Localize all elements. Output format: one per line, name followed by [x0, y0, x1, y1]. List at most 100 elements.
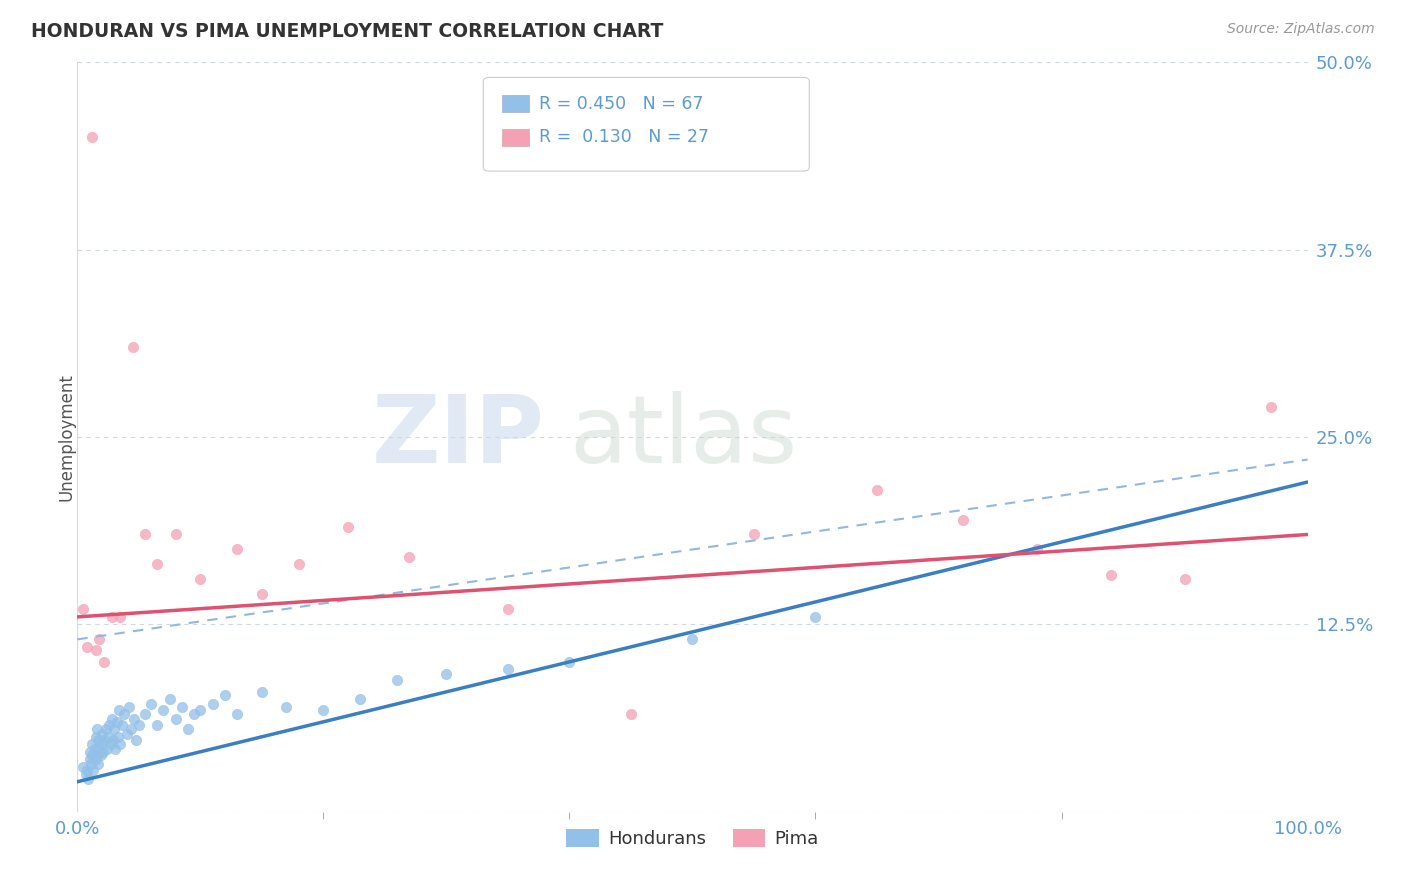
Point: [110, 737, 132, 751]
Point: [201, 697, 224, 711]
Point: [103, 723, 125, 737]
Text: R =  0.130   N = 27: R = 0.130 N = 27: [538, 128, 709, 146]
Point: [80, 756, 103, 771]
Point: [288, 558, 311, 572]
Text: ZIP: ZIP: [373, 391, 546, 483]
Point: [496, 602, 519, 616]
FancyBboxPatch shape: [502, 95, 529, 112]
Point: [177, 723, 200, 737]
Point: [349, 692, 371, 706]
Point: [87, 732, 110, 747]
Text: HONDURAN VS PIMA UNEMPLOYMENT CORRELATION CHART: HONDURAN VS PIMA UNEMPLOYMENT CORRELATIO…: [31, 22, 664, 41]
Point: [98, 718, 121, 732]
Point: [82, 747, 104, 762]
Point: [101, 732, 124, 747]
Point: [312, 703, 335, 717]
Point: [1174, 573, 1197, 587]
Point: [86, 723, 108, 737]
Point: [82, 763, 104, 777]
Point: [159, 692, 181, 706]
Point: [558, 655, 581, 669]
Point: [165, 527, 187, 541]
Point: [83, 741, 105, 756]
Point: [250, 587, 273, 601]
Point: [84, 752, 107, 766]
Point: [82, 130, 104, 145]
Point: [134, 707, 156, 722]
Point: [101, 610, 124, 624]
Point: [125, 732, 148, 747]
Point: [90, 737, 114, 751]
Point: [112, 707, 135, 722]
Point: [118, 699, 141, 714]
Point: [250, 685, 273, 699]
Point: [89, 741, 111, 756]
Point: [1026, 542, 1049, 557]
Point: [170, 699, 193, 714]
Point: [128, 718, 150, 732]
Point: [226, 542, 249, 557]
Point: [97, 730, 120, 744]
Point: [152, 703, 174, 717]
Legend: Hondurans, Pima: Hondurans, Pima: [560, 822, 825, 855]
Point: [146, 718, 169, 732]
Point: [146, 558, 169, 572]
Point: [100, 737, 122, 751]
Point: [620, 707, 643, 722]
Point: [134, 527, 156, 541]
Point: [226, 707, 249, 722]
Point: [89, 632, 111, 647]
Point: [90, 727, 114, 741]
Point: [1260, 400, 1282, 414]
Point: [110, 610, 132, 624]
Point: [86, 747, 108, 762]
Point: [165, 712, 187, 726]
Point: [75, 767, 97, 781]
Point: [76, 763, 98, 777]
Point: [93, 655, 115, 669]
Point: [93, 732, 115, 747]
Point: [141, 697, 163, 711]
Text: atlas: atlas: [569, 391, 797, 483]
Text: Source: ZipAtlas.com: Source: ZipAtlas.com: [1227, 22, 1375, 37]
Point: [87, 756, 110, 771]
Point: [122, 712, 145, 726]
FancyBboxPatch shape: [502, 129, 529, 145]
Point: [72, 602, 94, 616]
Point: [398, 549, 420, 564]
Point: [188, 703, 212, 717]
Point: [276, 699, 298, 714]
Point: [72, 760, 94, 774]
Point: [108, 703, 131, 717]
Point: [742, 527, 765, 541]
Point: [183, 707, 205, 722]
Point: [104, 741, 127, 756]
Point: [79, 745, 101, 759]
Point: [866, 483, 889, 497]
Point: [115, 727, 138, 741]
Point: [121, 723, 143, 737]
Point: [84, 643, 107, 657]
Point: [1099, 568, 1122, 582]
Point: [84, 730, 107, 744]
Point: [94, 723, 117, 737]
Point: [90, 747, 112, 762]
Point: [107, 730, 129, 744]
Point: [77, 772, 100, 786]
Point: [385, 673, 409, 687]
Point: [188, 573, 212, 587]
FancyBboxPatch shape: [484, 78, 810, 171]
Point: [214, 688, 236, 702]
Text: R = 0.450   N = 67: R = 0.450 N = 67: [538, 95, 703, 112]
Point: [96, 741, 118, 756]
Point: [436, 666, 458, 681]
Point: [79, 752, 101, 766]
Point: [952, 512, 974, 526]
Point: [121, 340, 143, 354]
Point: [111, 718, 132, 732]
Point: [101, 712, 124, 726]
Point: [76, 640, 98, 654]
Y-axis label: Unemployment: Unemployment: [58, 373, 75, 501]
Point: [105, 714, 128, 729]
Point: [82, 737, 104, 751]
